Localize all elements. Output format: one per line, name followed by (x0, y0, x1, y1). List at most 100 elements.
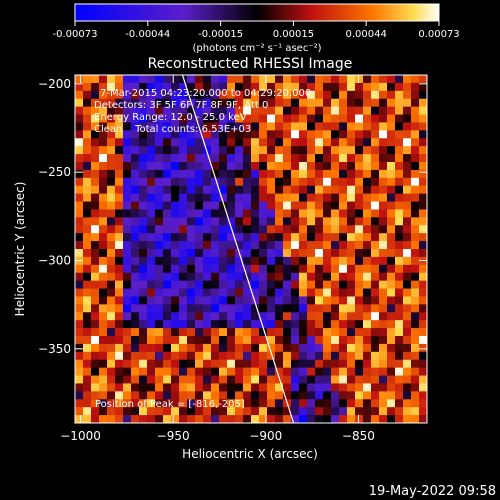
heatmap-cell (403, 233, 412, 242)
heatmap-cell (91, 82, 100, 92)
heatmap-cell (307, 209, 316, 218)
heatmap-cell (387, 343, 396, 353)
heatmap-cell (251, 185, 260, 195)
heatmap-cell (195, 90, 204, 100)
heatmap-cell (139, 407, 148, 416)
colorbar-tick-label: 0.00044 (346, 29, 387, 40)
heatmap-cell (123, 359, 132, 369)
heatmap-cell (99, 193, 108, 203)
heatmap-cell (99, 177, 108, 187)
heatmap-cell (91, 233, 100, 242)
heatmap-cell (307, 383, 316, 392)
heatmap-cell (339, 383, 348, 392)
heatmap-cell (259, 343, 268, 353)
heatmap-cell (283, 336, 292, 345)
heatmap-cell (83, 138, 92, 147)
heatmap-cell (315, 217, 324, 226)
heatmap-cell (243, 114, 252, 124)
heatmap-cell (187, 241, 196, 250)
heatmap-cell (291, 407, 300, 416)
heatmap-cell (355, 209, 364, 218)
heatmap-cell (395, 162, 404, 171)
heatmap-cell (155, 351, 164, 361)
heatmap-cell (379, 391, 388, 400)
heatmap-cell (371, 336, 380, 345)
heatmap-cell (227, 138, 236, 147)
heatmap-cell (227, 146, 236, 155)
heatmap-cell (355, 249, 364, 258)
heatmap-cell (331, 328, 340, 337)
heatmap-cell (291, 280, 300, 290)
heatmap-cell (307, 296, 316, 305)
heatmap-cell (315, 177, 324, 187)
heatmap-cell (99, 75, 108, 84)
heatmap-cell (387, 209, 396, 218)
heatmap-cell (331, 272, 340, 282)
heatmap-cell (131, 312, 140, 321)
heatmap-cell (419, 359, 427, 369)
heatmap-cell (171, 296, 180, 305)
heatmap-cell (315, 391, 324, 400)
heatmap-cell (347, 391, 356, 400)
heatmap-cell (299, 367, 308, 377)
heatmap-cell (83, 90, 92, 100)
heatmap-cell (307, 154, 316, 163)
heatmap-cell (315, 82, 324, 92)
heatmap-cell (91, 280, 100, 290)
heatmap-cell (291, 288, 300, 298)
heatmap-cell (339, 264, 348, 274)
heatmap-cell (387, 399, 396, 408)
heatmap-cell (235, 154, 244, 163)
heatmap-cell (211, 154, 220, 163)
heatmap-cell (259, 185, 268, 195)
heatmap-cell (211, 225, 220, 234)
heatmap-cell (203, 359, 212, 369)
heatmap-cell (259, 312, 268, 321)
heatmap-cell (195, 177, 204, 187)
heatmap-cell (115, 312, 124, 321)
heatmap-cell (139, 209, 148, 218)
heatmap-cell (235, 264, 244, 274)
heatmap-cell (91, 296, 100, 305)
heatmap-cell (155, 130, 164, 139)
heatmap-cell (395, 241, 404, 250)
heatmap-cell (243, 256, 252, 266)
heatmap-cell (387, 312, 396, 321)
heatmap-cell (299, 146, 308, 155)
heatmap-cell (179, 193, 188, 203)
heatmap-cell (307, 233, 316, 242)
heatmap-cell (275, 264, 284, 274)
heatmap-cell (387, 391, 396, 400)
heatmap-cell (315, 233, 324, 242)
heatmap-cell (75, 264, 84, 274)
heatmap-cell (363, 82, 372, 92)
heatmap-cell (419, 343, 427, 353)
heatmap-cell (291, 169, 300, 179)
heatmap-cell (155, 162, 164, 171)
heatmap-cell (379, 241, 388, 250)
heatmap-cell (227, 106, 236, 116)
heatmap-cell (275, 272, 284, 282)
heatmap-cell (139, 185, 148, 195)
heatmap-cell (171, 154, 180, 163)
heatmap-cell (339, 351, 348, 361)
heatmap-cell (163, 90, 172, 100)
heatmap-cell (419, 146, 427, 155)
heatmap-cell (219, 138, 228, 147)
heatmap-cell (91, 407, 100, 416)
heatmap-cell (123, 336, 132, 345)
heatmap-cell (203, 280, 212, 290)
heatmap-cell (131, 193, 140, 203)
heatmap-cell (75, 304, 84, 313)
heatmap-cell (331, 375, 340, 385)
heatmap-cell (75, 146, 84, 155)
heatmap-cell (171, 98, 180, 108)
heatmap-cell (323, 375, 332, 385)
heatmap-cell (283, 249, 292, 258)
heatmap-cell (227, 359, 236, 369)
heatmap-cell (227, 90, 236, 100)
heatmap-cell (403, 130, 412, 139)
heatmap-cell (419, 328, 427, 337)
heatmap-cell (195, 280, 204, 290)
heatmap-cell (259, 201, 268, 211)
